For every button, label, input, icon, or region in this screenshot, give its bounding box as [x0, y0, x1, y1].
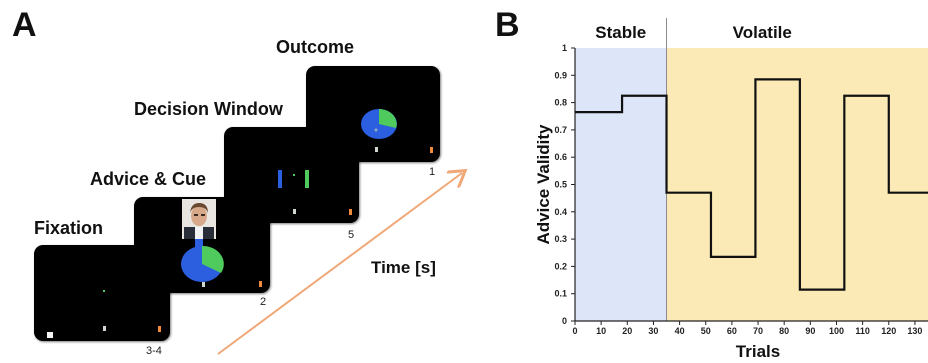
x-tick-label: 80: [779, 326, 789, 336]
x-tick-label: 20: [622, 326, 632, 336]
region-label-volatile: Volatile: [733, 23, 792, 42]
y-tick-label: 0.6: [554, 152, 567, 162]
stage-title-decision-window: Decision Window: [134, 99, 283, 119]
outcome-pie-icon: [361, 109, 397, 139]
white-marker: [47, 332, 53, 338]
y-tick-label: 1: [562, 43, 567, 53]
gray-marker: [293, 209, 296, 214]
orange-marker: [349, 209, 352, 215]
x-tick-label: 30: [648, 326, 658, 336]
x-tick-label: 130: [907, 326, 922, 336]
advice-validity-chart: B Stable Volatile 0 0.1 0.2 0.3 0.4 0.5 0.6 0.7 0.…: [495, 0, 928, 363]
region-volatile: [666, 48, 928, 321]
x-tick-label: 120: [881, 326, 896, 336]
x-tick-label: 10: [596, 326, 606, 336]
orange-marker: [158, 326, 161, 332]
time-axis-label: Time [s]: [371, 258, 436, 277]
y-tick-label: 0.8: [554, 98, 567, 108]
x-tick-label: 70: [753, 326, 763, 336]
orange-marker: [430, 147, 433, 153]
fixation-dot: [103, 290, 105, 292]
cue-pie-icon: [181, 245, 224, 282]
duration-fixation: 3-4: [146, 345, 162, 357]
panel-a-letter: A: [12, 6, 37, 44]
x-tick-label: 60: [727, 326, 737, 336]
y-tick-label: 0.3: [554, 234, 567, 244]
y-tick-label: 0.4: [554, 207, 567, 217]
advisor-face-image: [182, 199, 216, 239]
region-label-stable: Stable: [595, 23, 646, 42]
gray-marker: [103, 326, 106, 331]
chart-canvas: Stable Volatile 0 0.1 0.2 0.3 0.4 0.5 0.6 0.7 0.8 0…: [534, 18, 928, 361]
duration-outcome: 1: [429, 166, 436, 178]
panel-b-letter: B: [495, 6, 520, 44]
gray-marker: [375, 147, 378, 152]
x-tick-label: 50: [701, 326, 711, 336]
y-tick-label: 0.5: [554, 180, 567, 190]
green-choice-bar: [305, 170, 309, 188]
x-tick-label: 100: [829, 326, 844, 336]
x-tick-label: 0: [572, 326, 577, 336]
duration-advice: 2: [260, 296, 267, 308]
fixation-screen: [34, 245, 170, 341]
x-axis-label: Trials: [736, 342, 780, 361]
blue-choice-bar: [278, 170, 282, 188]
x-tick-label: 90: [805, 326, 815, 336]
advice-blue-box: [195, 239, 203, 247]
outcome-screen-content: [361, 109, 433, 153]
x-tick-label: 40: [675, 326, 685, 336]
fixation-dot: [293, 174, 295, 176]
y-tick-label: 0.2: [554, 261, 567, 271]
y-tick-label: 0: [562, 316, 567, 326]
y-tick-label: 0.9: [554, 70, 567, 80]
y-tick-label: 0.1: [554, 289, 567, 299]
region-stable: [575, 48, 667, 321]
advice-validity-series-line: [575, 78, 928, 291]
duration-decision: 5: [348, 229, 355, 241]
advice-screen-content: [181, 199, 262, 287]
decision-screen-content: [278, 170, 352, 215]
y-tick-label: 0.7: [554, 125, 567, 135]
fixation-screen-content: [47, 290, 161, 338]
gray-marker: [202, 282, 205, 287]
x-tick-label: 110: [855, 326, 870, 336]
timeline-arrow: [217, 0, 520, 355]
stage-title-outcome: Outcome: [276, 37, 355, 57]
stage-title-advice-cue: Advice & Cue: [90, 169, 207, 189]
orange-marker: [259, 281, 262, 287]
time-arrow-line: [217, 173, 462, 355]
y-axis-label: Advice Validity: [534, 124, 553, 245]
stage-title-fixation: Fixation: [34, 218, 104, 238]
